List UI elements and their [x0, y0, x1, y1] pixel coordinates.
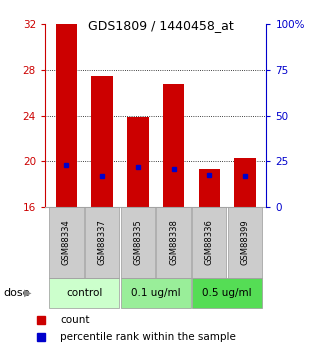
Text: GSM88334: GSM88334: [62, 219, 71, 265]
Bar: [127, 117, 149, 207]
Bar: [163, 83, 184, 207]
Bar: [121, 278, 191, 308]
Text: GDS1809 / 1440458_at: GDS1809 / 1440458_at: [88, 19, 233, 32]
Bar: [49, 278, 119, 308]
Text: GSM88335: GSM88335: [133, 219, 142, 265]
Text: 0.1 ug/ml: 0.1 ug/ml: [131, 288, 180, 298]
Bar: [49, 207, 83, 278]
Bar: [234, 158, 256, 207]
Text: GSM88337: GSM88337: [98, 219, 107, 265]
Bar: [228, 207, 262, 278]
Bar: [192, 207, 226, 278]
Bar: [56, 24, 77, 207]
Text: count: count: [60, 315, 90, 325]
Text: control: control: [66, 288, 102, 298]
Text: 0.5 ug/ml: 0.5 ug/ml: [202, 288, 252, 298]
Bar: [192, 278, 262, 308]
Bar: [156, 207, 191, 278]
Bar: [91, 76, 113, 207]
Text: GSM88399: GSM88399: [240, 219, 249, 265]
Text: ▶: ▶: [24, 288, 31, 298]
Bar: [85, 207, 119, 278]
Text: percentile rank within the sample: percentile rank within the sample: [60, 333, 236, 342]
Text: GSM88336: GSM88336: [205, 219, 214, 265]
Bar: [121, 207, 155, 278]
Text: GSM88338: GSM88338: [169, 219, 178, 265]
Bar: [199, 169, 220, 207]
Text: dose: dose: [3, 288, 30, 298]
